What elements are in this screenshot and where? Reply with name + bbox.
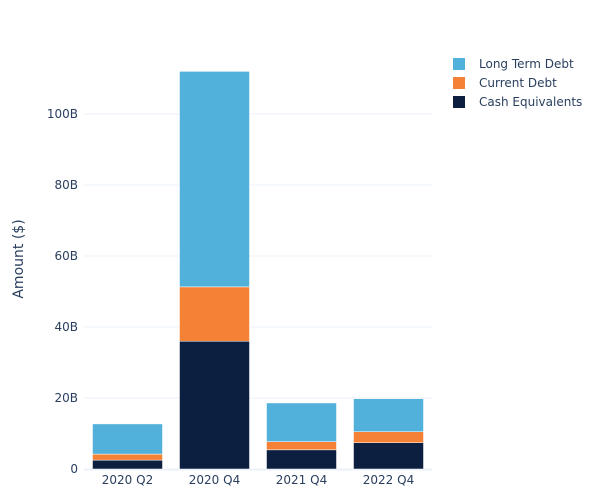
x-tick-label: 2022 Q4: [363, 473, 414, 487]
bar-long-term-debt[interactable]: [92, 423, 163, 455]
x-tick-label: 2021 Q4: [276, 473, 327, 487]
x-tick-label: 2020 Q4: [189, 473, 240, 487]
legend-label[interactable]: Cash Equivalents: [479, 95, 582, 109]
bar-cash-equivalents[interactable]: [266, 449, 337, 470]
y-tick-label: 20B: [54, 391, 78, 405]
y-axis-label: Amount ($): [11, 219, 27, 298]
legend-swatch[interactable]: [453, 58, 465, 70]
legend-label[interactable]: Current Debt: [479, 76, 557, 90]
y-tick-label: 80B: [54, 178, 78, 192]
bar-long-term-debt[interactable]: [266, 402, 337, 442]
bar-cash-equivalents[interactable]: [353, 442, 424, 470]
y-tick-label: 40B: [54, 320, 78, 334]
y-tick-label: 100B: [47, 107, 78, 121]
legend-swatch[interactable]: [453, 96, 465, 108]
y-tick-label: 0: [70, 462, 78, 476]
bar-current-debt[interactable]: [353, 431, 424, 443]
bar-long-term-debt[interactable]: [353, 398, 424, 432]
bar-current-debt[interactable]: [179, 286, 250, 342]
bar-current-debt[interactable]: [266, 441, 337, 451]
x-tick-label: 2020 Q2: [102, 473, 153, 487]
legend-label[interactable]: Long Term Debt: [479, 57, 574, 71]
bar-long-term-debt[interactable]: [179, 71, 250, 288]
bar-cash-equivalents[interactable]: [92, 459, 163, 470]
legend-swatch[interactable]: [453, 77, 465, 89]
bar-current-debt[interactable]: [92, 453, 163, 461]
y-tick-label: 60B: [54, 249, 78, 263]
bar-cash-equivalents[interactable]: [179, 340, 250, 470]
